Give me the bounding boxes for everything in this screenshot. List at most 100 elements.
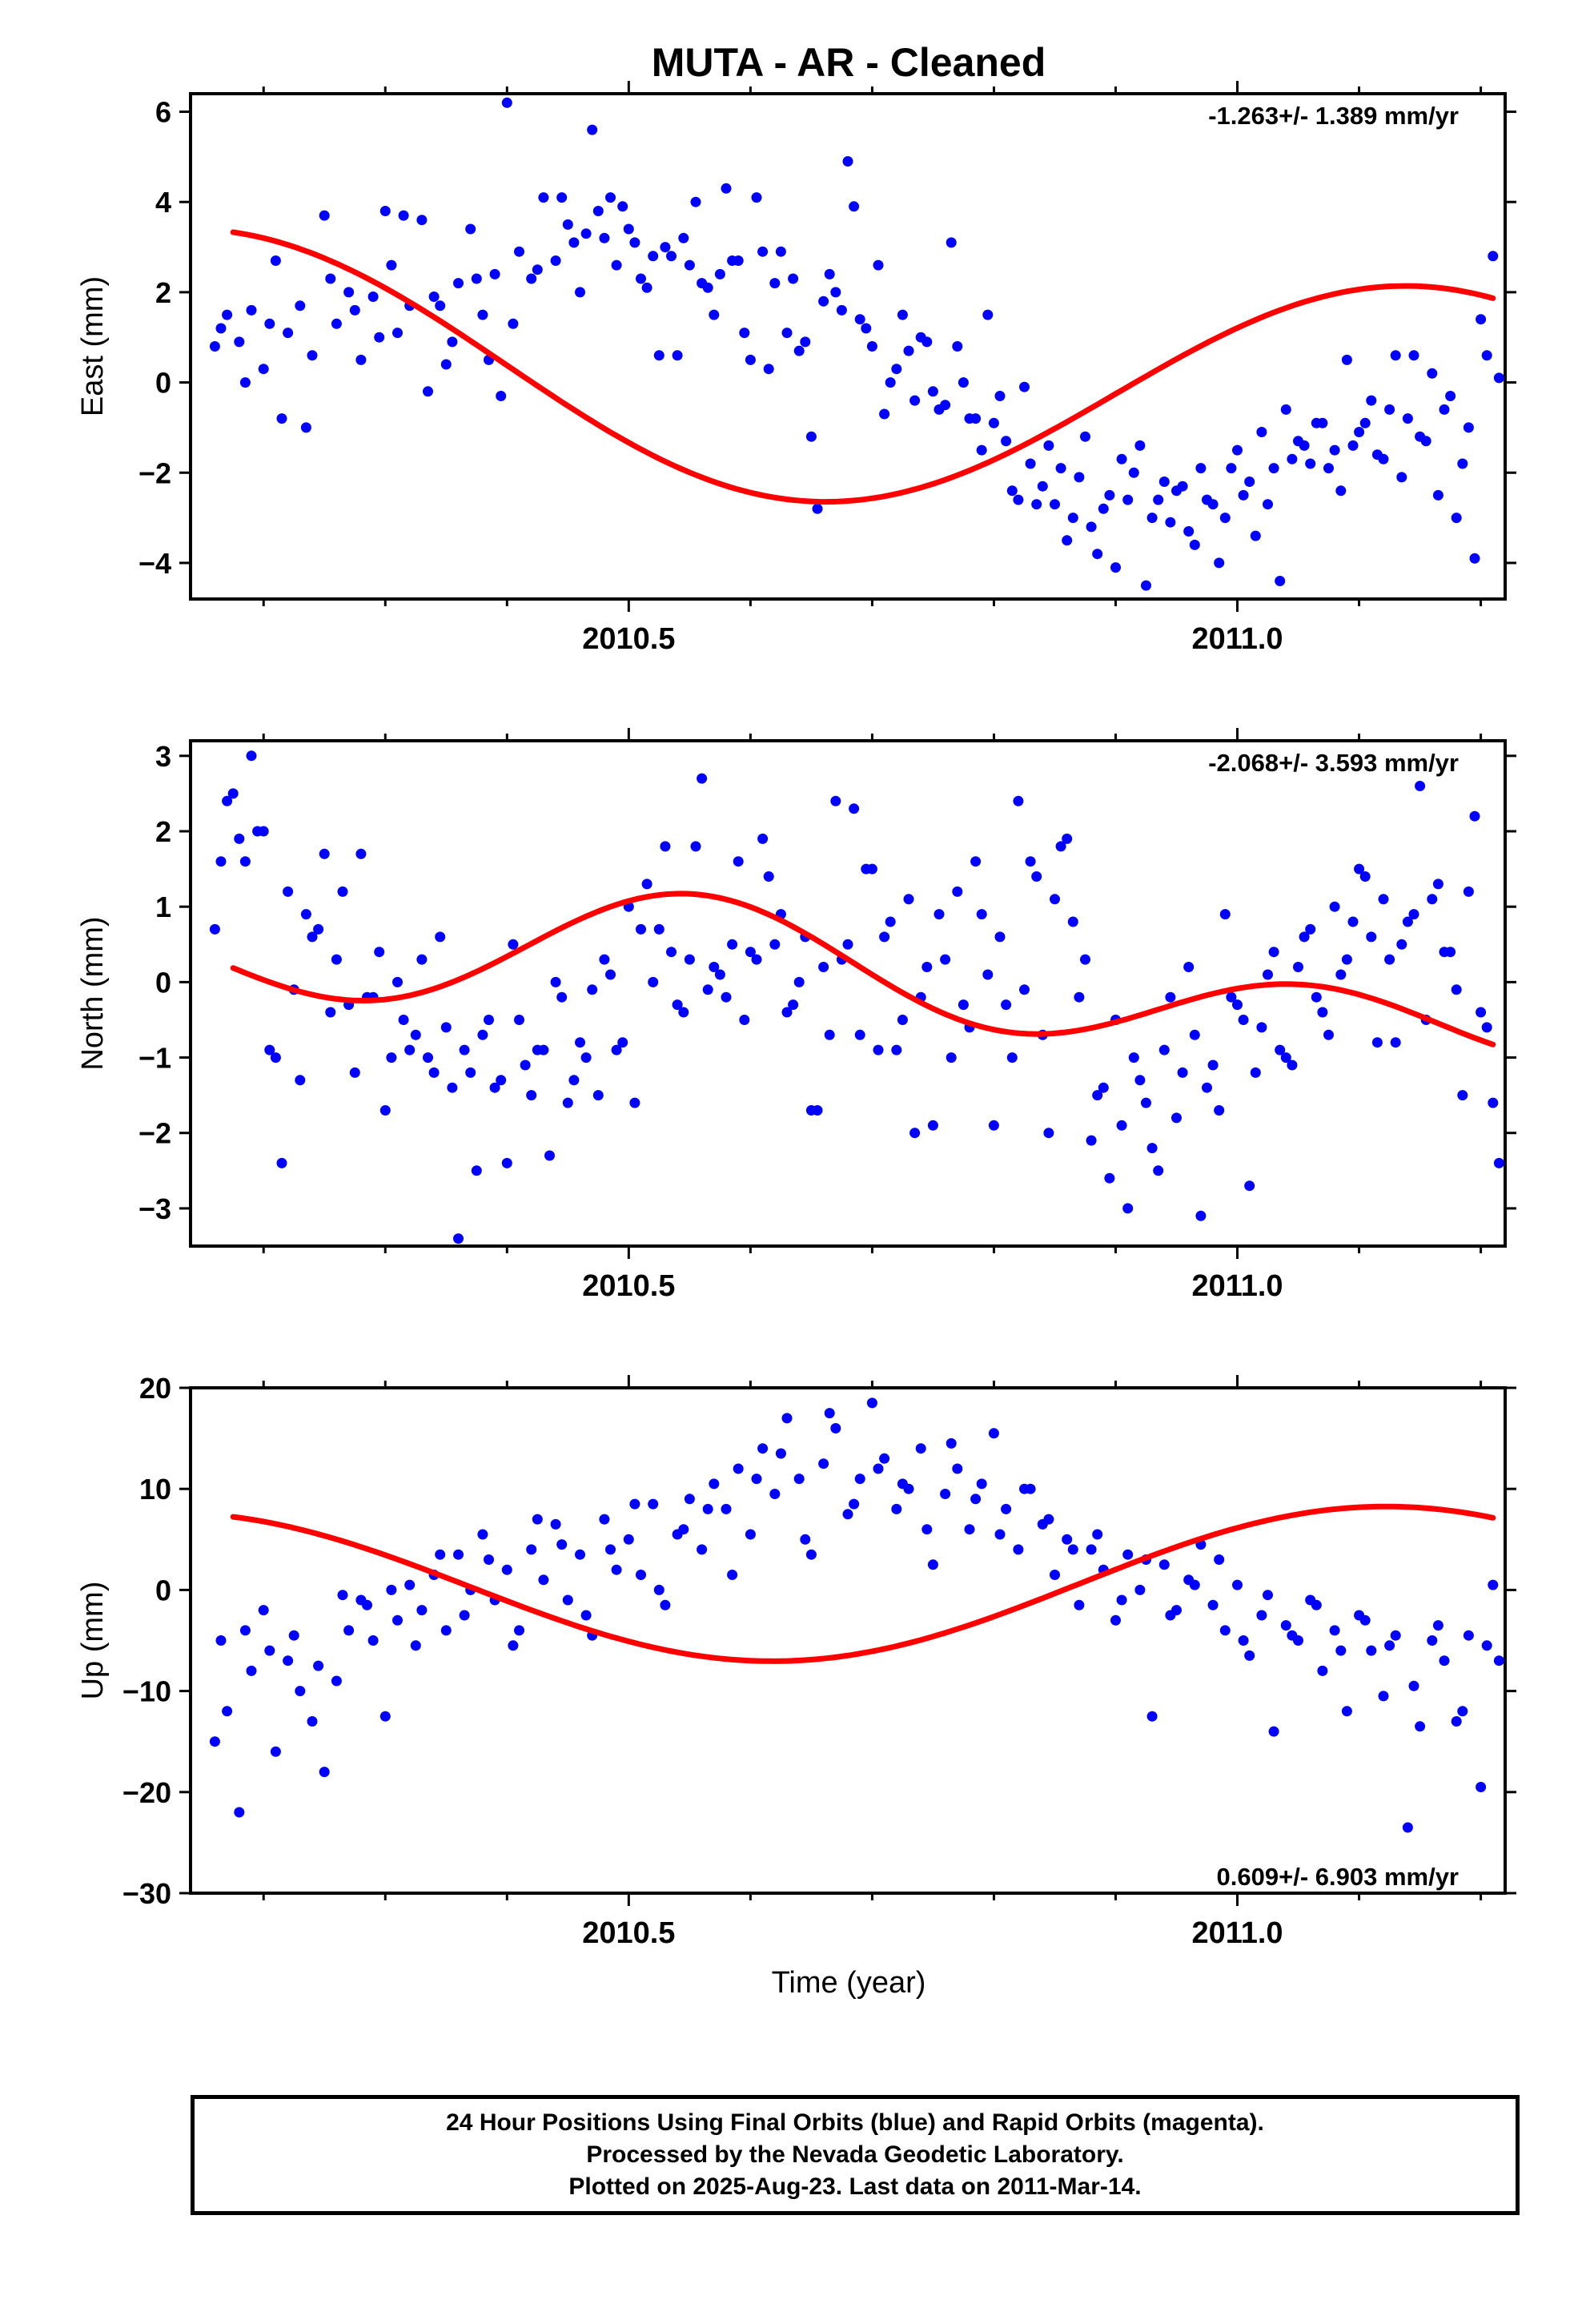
east-data-point [788,273,799,284]
up-data-point [410,1640,421,1651]
north-data-point [1293,962,1303,972]
north-data-point [733,856,744,867]
up-data-point [824,1408,835,1419]
east-data-point [209,341,220,352]
north-data-point [477,1029,488,1040]
east-data-point [1384,404,1395,415]
east-data-point [477,309,488,320]
up-data-point [891,1503,902,1514]
north-data-point [1067,916,1078,927]
north-data-point [678,1007,689,1018]
north-data-point [1171,1112,1182,1124]
north-data-point [416,954,428,965]
up-x-tick-label: 2011.0 [1191,1916,1283,1950]
east-data-point [739,328,750,339]
east-data-point [818,296,829,307]
north-data-point [714,969,725,980]
east-data-point [629,237,640,248]
north-data-point [1134,1075,1146,1086]
east-data-point [1031,499,1042,510]
north-data-point [471,1165,482,1176]
east-data-point [550,255,561,266]
east-data-point [678,232,689,243]
east-data-point [958,377,969,388]
up-data-point [629,1498,640,1510]
up-data-point [1335,1645,1347,1656]
east-data-point [295,300,306,312]
east-data-point [1050,499,1060,510]
north-data-point [757,833,769,844]
east-data-point [702,282,713,293]
east-data-point [921,336,933,348]
east-data-point [1463,422,1474,433]
east-data-point [264,318,275,329]
north-data-point [763,871,774,882]
north-data-point [1341,954,1352,965]
east-data-point [568,237,580,248]
north-data-point [1378,894,1389,905]
east-data-point [532,264,543,275]
east-data-point [636,273,646,284]
up-data-point [1116,1594,1127,1606]
north-trend-fit-line [230,891,1496,1047]
up-data-point [927,1559,938,1570]
north-data-point [1481,1022,1492,1033]
east-data-point [1055,463,1066,474]
up-data-point [793,1474,805,1485]
north-data-point [672,999,683,1011]
up-data-point [757,1443,769,1454]
north-data-point [897,1015,908,1025]
east-data-point [343,287,355,298]
north-data-point [1183,962,1195,972]
up-data-point [1378,1691,1389,1702]
up-data-point [1463,1630,1474,1641]
east-y-tick-label: −2 [139,456,171,489]
north-data-point [1445,947,1456,958]
up-y-tick-label: −10 [122,1675,171,1708]
east-data-point [812,503,823,514]
east-y-tick-label: 2 [155,276,171,309]
up-data-point [239,1625,251,1636]
north-data-point [1451,984,1462,995]
up-data-point [477,1529,488,1540]
up-data-point [781,1413,793,1424]
north-data-point [386,1052,397,1063]
east-data-point [580,228,592,239]
footer-line-orbits: 24 Hour Positions Using Final Orbits (bl… [446,2109,1264,2136]
east-data-point [1256,427,1267,437]
up-data-point [246,1665,257,1676]
up-data-point [1001,1503,1012,1514]
north-data-point [1074,991,1085,1003]
up-data-point [440,1625,452,1636]
up-data-point [653,1584,665,1595]
east-data-point [575,287,585,298]
north-data-point [215,856,227,867]
north-data-point [1013,795,1024,806]
north-data-point [1031,871,1042,882]
east-data-point [1371,449,1383,460]
north-data-point [587,984,598,995]
up-data-point [234,1807,245,1818]
up-data-point [501,1564,512,1575]
up-data-point [684,1494,695,1505]
north-data-point [684,954,695,965]
north-data-point [605,969,616,980]
north-data-point [1347,916,1359,927]
up-data-point [367,1635,379,1646]
north-data-point [562,1097,573,1108]
north-data-point [1263,969,1273,980]
north-data-point [1001,999,1012,1011]
east-data-point [300,422,311,433]
up-data-point [319,1767,330,1778]
east-data-point [714,268,725,279]
east-data-point [1396,472,1407,483]
up-data-point [1238,1635,1249,1646]
north-data-point [873,1044,884,1055]
north-data-point [1299,931,1310,943]
east-data-point [1110,562,1121,573]
north-data-point [355,848,367,859]
up-data-point [873,1463,884,1474]
up-data-point [1110,1614,1121,1626]
east-data-point [1146,513,1158,524]
east-data-point [757,246,769,257]
